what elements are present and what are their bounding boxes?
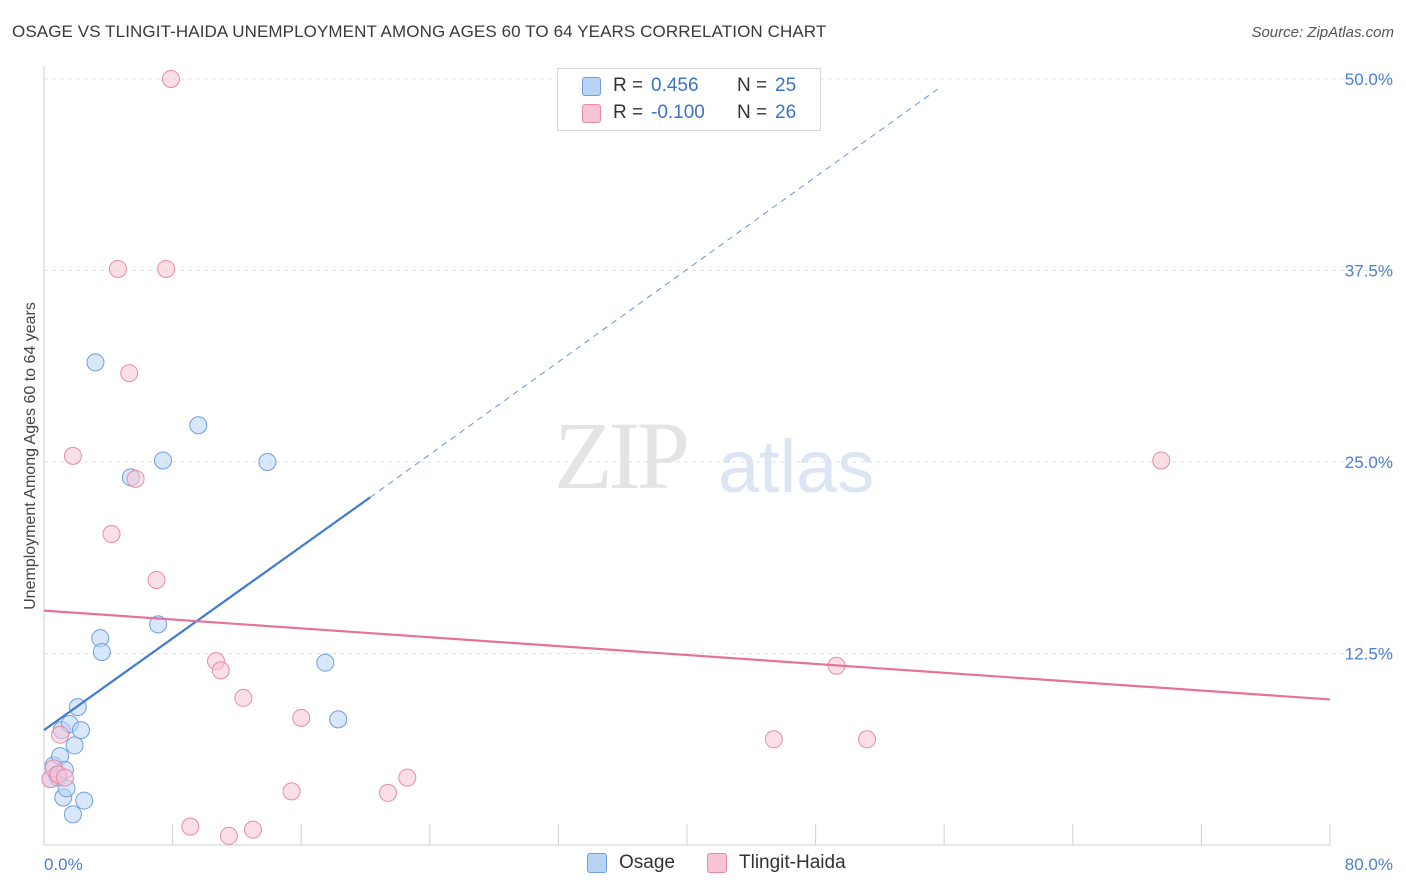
osage-point [153, 451, 172, 470]
x-tick-label-min: 0.0% [44, 855, 83, 874]
y-tick-label: 37.5% [1345, 262, 1393, 281]
tlingit-point [147, 570, 166, 589]
osage-point [92, 642, 111, 661]
tlingit-point [102, 525, 121, 544]
x-tick-label-max: 80.0% [1345, 855, 1393, 874]
tlingit-point [292, 708, 311, 727]
tlingit-legend-swatch [707, 853, 727, 873]
tlingit-point [51, 725, 70, 744]
tlingit-point [398, 768, 417, 787]
osage-legend-swatch [587, 853, 607, 873]
tlingit-point [126, 469, 145, 488]
y-tick-label: 25.0% [1345, 453, 1393, 472]
osage-r-value: 0.456 [651, 75, 699, 96]
osage-point [258, 453, 277, 471]
osage-point [86, 353, 105, 372]
osage-swatch [582, 76, 601, 96]
correlation-legend: R = 0.456 N = 25 R = -0.100 N = 26 [557, 68, 821, 131]
osage-n-label: N = [737, 75, 768, 96]
legend-item-tlingit[interactable]: Tlingit-Haida [707, 852, 846, 874]
tlingit-point [157, 259, 176, 278]
osage-point [75, 791, 94, 810]
legend-item-osage[interactable]: Osage [587, 852, 675, 874]
tlingit-r-value: -0.100 [651, 102, 705, 123]
osage-point [189, 416, 208, 435]
chart-title: OSAGE VS TLINGIT-HAIDA UNEMPLOYMENT AMON… [12, 22, 827, 41]
osage-point [329, 710, 348, 729]
y-tick-label: 12.5% [1345, 645, 1393, 664]
osage-trend-extension [370, 86, 942, 498]
tlingit-n-label: N = [737, 102, 768, 123]
osage-point [149, 615, 168, 634]
tlingit-point [55, 768, 74, 787]
series-legend: Osage Tlingit-Haida [0, 852, 1406, 876]
osage-point [71, 721, 90, 740]
osage-legend-label: Osage [619, 852, 675, 873]
tlingit-n-value: 26 [775, 102, 797, 123]
tlingit-point [1152, 451, 1171, 470]
tlingit-point [379, 783, 398, 802]
tlingit-point [282, 782, 301, 801]
tlingit-point [108, 259, 127, 278]
legend-row-tlingit: R = -0.100 N = 26 [582, 101, 796, 125]
tlingit-legend-label: Tlingit-Haida [739, 852, 846, 873]
osage-trend-line [43, 496, 371, 731]
tlingit-point [120, 364, 139, 383]
osage-point [63, 805, 82, 824]
osage-point [65, 736, 84, 755]
tlingit-trend-line [43, 609, 1331, 701]
tlingit-swatch [582, 103, 601, 123]
y-tick-label: 50.0% [1345, 70, 1393, 89]
osage-point [316, 653, 335, 672]
tlingit-point [161, 70, 180, 88]
tlingit-point [219, 826, 238, 845]
watermark-atlas: atlas [718, 425, 875, 508]
osage-r-label: R = [613, 75, 644, 96]
tlingit-point [764, 730, 783, 749]
tlingit-point [63, 446, 82, 465]
tlingit-r-label: R = [613, 102, 644, 123]
tlingit-point [234, 688, 253, 707]
tlingit-point [858, 730, 877, 749]
legend-row-osage: R = 0.456 N = 25 [582, 74, 796, 98]
tlingit-point [243, 820, 262, 839]
tlingit-point [181, 817, 200, 836]
watermark-zip: ZIP [554, 402, 690, 509]
source-credit: Source: ZipAtlas.com [1251, 24, 1394, 41]
osage-n-value: 25 [775, 75, 797, 96]
tlingit-point [211, 661, 230, 680]
